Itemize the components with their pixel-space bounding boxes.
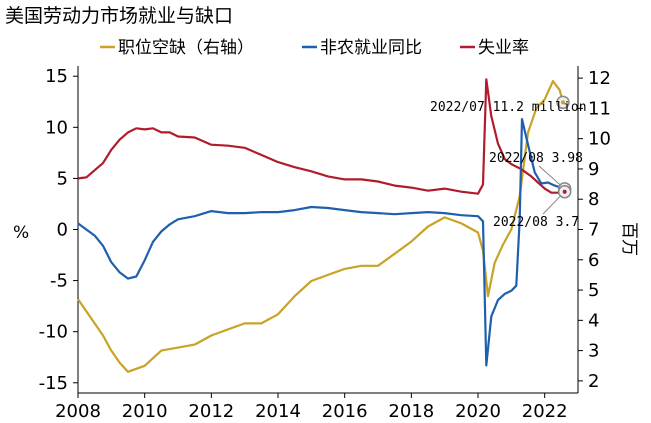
annotation-label: 2022/08 3.7 [493,215,579,230]
x-tick-label: 2018 [388,401,434,422]
legend: 职位空缺（右轴） 非农就业同比 失业率 [100,38,529,58]
annotation-marker-dot [561,100,565,105]
left-tick-label: 5 [57,168,68,189]
right-tick-label: 3 [588,341,599,362]
legend-label-unemployment: 失业率 [478,38,529,58]
left-tick-label: -10 [39,322,68,343]
right-tick-label: 10 [588,129,611,150]
right-tick-label: 12 [588,68,611,89]
annotation-label: 2022/07 11.2 million [430,100,587,115]
series-layer [77,78,566,373]
left-tick-label: -15 [39,373,68,394]
left-axis-ticks: 15 10 5 0 -5 -10 -15 [39,66,78,394]
x-tick-label: 2022 [522,401,568,422]
left-tick-label: -5 [50,271,68,292]
right-tick-label: 2 [588,371,599,392]
legend-label-vacancies: 职位空缺（右轴） [118,38,254,58]
series-line-nonfarm-payrolls-yoy [77,117,566,367]
x-tick-label: 2014 [255,401,301,422]
right-tick-label: 9 [588,159,599,180]
right-tick-label: 6 [588,250,599,271]
x-tick-label: 2008 [55,401,101,422]
right-tick-label: 8 [588,189,599,210]
x-tick-label: 2010 [122,401,168,422]
legend-label-payrolls: 非农就业同比 [320,38,422,58]
series-line-unemployment-rate [77,78,565,195]
right-tick-label: 7 [588,220,599,241]
right-axis-ticks: 12 11 10 9 8 7 6 5 4 3 2 [578,68,611,392]
x-tick-label: 2020 [455,401,501,422]
annotation-label: 2022/08 3.98 [489,151,583,166]
right-tick-label: 11 [588,98,611,119]
left-tick-label: 15 [45,66,68,87]
y-right-axis-label: 百万 [619,222,639,256]
right-tick-label: 5 [588,280,599,301]
left-tick-label: 10 [45,117,68,138]
x-tick-label: 2012 [188,401,234,422]
series-line-job-vacancies [77,79,565,373]
annotation-marker-dot [562,189,567,194]
x-axis-ticks: 2008 2010 2012 2014 2016 2018 2020 2022 [55,393,568,422]
annotations: 2022/07 11.2 million 2022/08 3.98 2022/08 … [430,95,587,230]
chart-title: 美国劳动力市场就业与缺口 [5,5,233,27]
left-tick-label: 0 [57,220,68,241]
y-left-axis-label: % [13,223,29,243]
x-tick-label: 2016 [322,401,368,422]
right-tick-label: 4 [588,310,599,331]
